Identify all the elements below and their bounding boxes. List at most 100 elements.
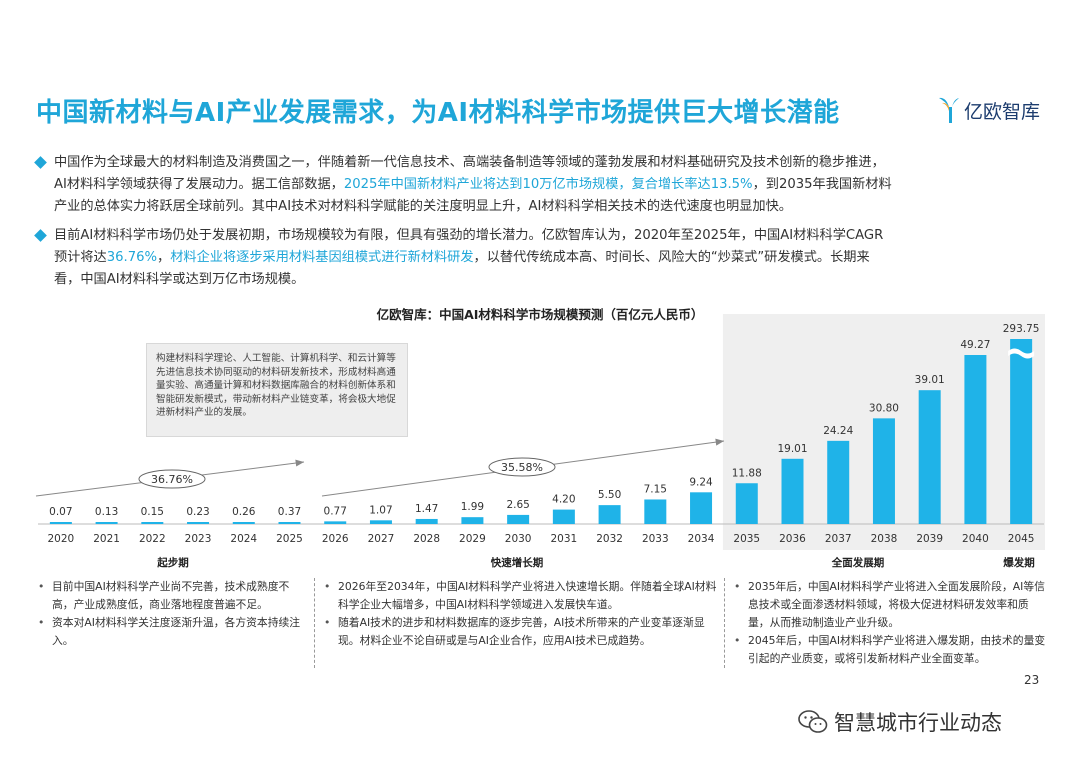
value-label-2036: 19.01	[777, 443, 807, 455]
bullet-1-text-1: 中国作为全球最大的材料制造及消费国之一，伴随着新一代信息技术、高端装备制造等领域…	[54, 155, 885, 170]
phase-full-development: 全面发展期	[724, 554, 992, 572]
tick-label-2033: 2033	[642, 533, 669, 545]
brand-logo: 亿欧智库	[938, 95, 1040, 125]
growth-arrow-2-head	[715, 438, 724, 446]
value-label-2038: 30.80	[869, 402, 899, 414]
bar-2026	[324, 521, 347, 524]
bar-2037	[827, 440, 850, 524]
bar-2039	[918, 390, 941, 524]
value-label-2021: 0.13	[95, 506, 118, 518]
tick-label-2036: 2036	[779, 533, 806, 545]
list-item: 目前中国AI材料科学产业尚不完善，技术成熟度不高，产业成熟度低，商业落地程度普遍…	[36, 578, 308, 614]
bullet-1-text-4: 产业的总体实力将跃居全球前列。其中AI技术对材料科学赋能的关注度明显上升，AI材…	[54, 199, 792, 214]
bar-2038	[872, 418, 895, 524]
phase-rapid-growth-desc: 2026年至2034年，中国AI材料科学产业将进入快速增长期。伴随着全球AI材料…	[322, 578, 720, 650]
tick-label-2034: 2034	[688, 533, 715, 545]
bar-2036	[781, 458, 804, 524]
bullet-1-text-3: ，到2035年我国新材料	[752, 177, 892, 192]
tick-label-2039: 2039	[916, 533, 943, 545]
value-label-2029: 1.99	[461, 501, 484, 513]
tick-label-2045: 2045	[1008, 533, 1035, 545]
phase-startup-desc: 目前中国AI材料科学产业尚不完善，技术成熟度不高，产业成熟度低，商业落地程度普遍…	[36, 578, 308, 650]
tick-label-2035: 2035	[733, 533, 760, 545]
phase-rapid-growth-label: 快速增长期	[490, 557, 544, 569]
bullet-2-text-4: ，以替代传统成本高、时间长、风险大的“炒菜式”研发模式。长期来	[473, 250, 870, 265]
list-item: 2026年至2034年，中国AI材料科学产业将进入快速增长期。伴随着全球AI材料…	[322, 578, 720, 614]
bullet-2: 目前AI材料科学市场仍处于发展初期，市场规模较为有限，但具有强劲的增长潜力。亿欧…	[34, 225, 1056, 291]
logo-mark-icon	[939, 97, 959, 123]
bar-2035	[735, 483, 758, 524]
list-item: 随着AI技术的进步和材料数据库的逐步完善，AI技术所带来的产业变革逐渐显现。材料…	[322, 614, 720, 650]
bar-2023	[187, 522, 210, 524]
value-label-2033: 7.15	[644, 483, 667, 495]
page-number: 23	[1024, 673, 1040, 687]
bar-2030	[507, 514, 530, 524]
value-label-2040: 49.27	[960, 339, 990, 351]
tick-label-2024: 2024	[230, 533, 257, 545]
value-label-2028: 1.47	[415, 503, 438, 515]
tick-label-2040: 2040	[962, 533, 989, 545]
bar-2032	[598, 505, 621, 524]
logo-text: 亿欧智库	[964, 100, 1041, 123]
bar-2034	[690, 492, 713, 524]
bar-2033	[644, 499, 667, 524]
tick-label-2037: 2037	[825, 533, 852, 545]
bar-2045	[1010, 339, 1033, 524]
bar-2021	[95, 522, 118, 524]
bar-2028	[415, 518, 438, 524]
bullet-1-text-2: AI材料科学领域获得了发展动力。据工信部数据，	[54, 177, 344, 192]
tick-label-2031: 2031	[550, 533, 577, 545]
value-label-2035: 11.88	[732, 467, 762, 479]
divider	[724, 578, 725, 668]
phase-later-desc: 2035年后，中国AI材料科学产业将进入全面发展阶段，AI等信息技术或全面渗透材…	[732, 578, 1050, 668]
page-title: 中国新材料与AI产业发展需求，为AI材料科学市场提供巨大增长潜能	[36, 98, 840, 128]
bullet-1: 中国作为全球最大的材料制造及消费国之一，伴随着新一代信息技术、高端装备制造等领域…	[34, 152, 1056, 218]
value-label-2031: 4.20	[552, 494, 575, 506]
value-label-2027: 1.07	[369, 504, 392, 516]
value-label-2034: 9.24	[689, 476, 713, 488]
value-label-2032: 5.50	[598, 489, 621, 501]
value-label-2020: 0.07	[49, 506, 72, 518]
value-label-2039: 39.01	[915, 374, 945, 386]
tick-label-2023: 2023	[185, 533, 212, 545]
phase-explosion: 爆发期	[993, 554, 1045, 572]
phase-explosion-label: 爆发期	[1003, 557, 1035, 569]
value-label-2030: 2.65	[506, 499, 529, 511]
bar-2022	[141, 522, 164, 524]
bar-2031	[552, 509, 575, 524]
phase-full-development-label: 全面发展期	[831, 557, 885, 569]
axis-break-mark	[1008, 348, 1035, 359]
watermark: 智慧城市行业动态	[798, 707, 1002, 737]
phase-startup: 起步期	[36, 554, 310, 572]
callout-note: 构建材料科学理论、人工智能、计算机科学、和云计算等先进信息技术协同驱动的材料研发…	[146, 343, 408, 437]
tick-label-2025: 2025	[276, 533, 303, 545]
cagr-ellipse-1	[138, 469, 206, 489]
bar-2040	[964, 355, 987, 524]
bar-2020	[49, 522, 72, 524]
chart-title: 亿欧智库：中国AI材料科学市场规模预测（百亿元人民币）	[376, 307, 704, 322]
divider	[314, 578, 315, 668]
tick-label-2028: 2028	[413, 533, 440, 545]
bullet-1-highlight: 2025年中国新材料产业将达到10万亿市场规模，复合增长率达13.5%	[343, 177, 753, 192]
phase-rapid-growth: 快速增长期	[311, 554, 723, 572]
tick-label-2021: 2021	[93, 533, 120, 545]
value-label-2037: 24.24	[823, 425, 853, 437]
bar-2024	[232, 522, 255, 524]
value-label-2045: 293.75	[1003, 323, 1040, 335]
list-item: 2045年后，中国AI材料科学产业将进入爆发期，由技术的量变引起的产业质变，或将…	[732, 632, 1050, 668]
watermark-text: 智慧城市行业动态	[834, 711, 1002, 735]
intro-bullets: 中国作为全球最大的材料制造及消费国之一，伴随着新一代信息技术、高端装备制造等领域…	[34, 152, 1056, 298]
value-label-2024: 0.26	[232, 506, 256, 518]
cagr-ellipse-2-label: 35.58%	[501, 461, 543, 474]
bullet-2-highlight-1: 36.76%	[106, 250, 158, 265]
bullet-2-text-1: 目前AI材料科学市场仍处于发展初期，市场规模较为有限，但具有强劲的增长潜力。亿欧…	[54, 228, 884, 243]
tick-label-2038: 2038	[871, 533, 898, 545]
growth-arrow-1-head	[295, 459, 304, 467]
tick-label-2032: 2032	[596, 533, 623, 545]
list-item: 资本对AI材料科学关注度逐渐升温，各方资本持续注入。	[36, 614, 308, 650]
list-item: 2035年后，中国AI材料科学产业将进入全面发展阶段，AI等信息技术或全面渗透材…	[732, 578, 1050, 632]
value-label-2023: 0.23	[186, 506, 209, 518]
phase-startup-label: 起步期	[157, 557, 189, 569]
tick-label-2026: 2026	[322, 533, 349, 545]
